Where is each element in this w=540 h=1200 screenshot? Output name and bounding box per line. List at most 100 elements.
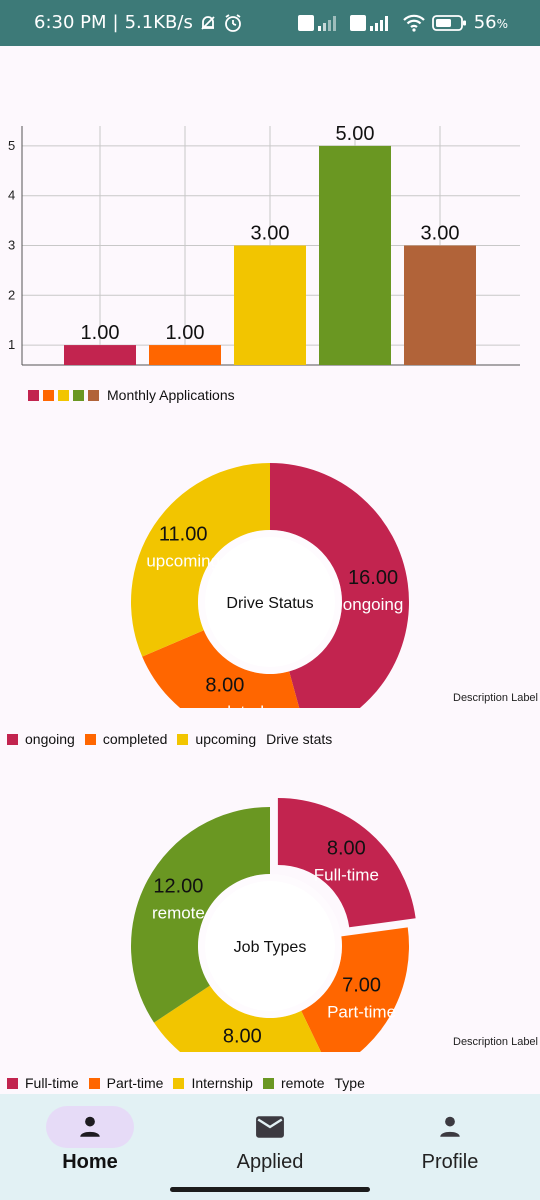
drive-legend-label: upcoming bbox=[195, 731, 257, 747]
wifi-icon bbox=[402, 14, 425, 32]
job-chart-description: Description Label bbox=[453, 1036, 538, 1048]
alarm-icon bbox=[224, 13, 241, 32]
bar-value-label: 3.00 bbox=[251, 223, 290, 245]
job-slice-internship[interactable] bbox=[153, 985, 330, 1052]
job-types-legend: Full-time Part-time Internship remote Type bbox=[7, 1075, 365, 1091]
job-types-donut-chart[interactable]: 8.00Full-time7.00Part-time8.00Internship… bbox=[0, 752, 540, 1052]
bar-value-label: 3.00 bbox=[421, 223, 460, 245]
job-value-label: 12.00 bbox=[153, 876, 203, 898]
bar-value-label: 5.00 bbox=[336, 123, 375, 145]
nav-profile-indicator[interactable] bbox=[406, 1106, 494, 1148]
job-slice-remote[interactable] bbox=[131, 807, 270, 1023]
bar-legend-swatch-2 bbox=[43, 389, 54, 401]
bell-off-icon bbox=[201, 15, 215, 30]
drive-status-donut-chart[interactable]: 16.00 ongoing 8.00 completed 11.00 upcoming Dr… bbox=[0, 408, 540, 708]
drive-legend-item: completed bbox=[84, 731, 168, 747]
job-hole bbox=[205, 881, 335, 1011]
job-center-label: Job Types bbox=[234, 939, 307, 956]
bar-legend-label: Monthly Applications bbox=[107, 387, 235, 403]
drive-slice-label: ongoing bbox=[343, 595, 404, 614]
drive-status-legend: ongoing completed upcoming Drive stats bbox=[7, 731, 332, 747]
job-legend-item: remote bbox=[262, 1075, 325, 1091]
job-slice-label: Full-time bbox=[314, 866, 379, 885]
job-legend-swatch bbox=[7, 1077, 18, 1089]
job-legend-item: Part-time bbox=[88, 1075, 164, 1091]
battery-unit: % bbox=[496, 17, 508, 31]
drive-slice-label: completed bbox=[186, 703, 264, 708]
job-slice-full-time[interactable] bbox=[277, 797, 416, 928]
nav-applied[interactable]: Applied bbox=[180, 1106, 360, 1174]
battery-percent: 56% bbox=[474, 12, 508, 33]
drive-legend-swatch bbox=[84, 733, 96, 745]
bar-4[interactable] bbox=[319, 145, 391, 365]
drive-slice-completed[interactable] bbox=[142, 630, 307, 708]
job-legend-title: Type bbox=[334, 1075, 365, 1091]
job-slice-label: Part-time bbox=[327, 1002, 396, 1021]
nav-applied-indicator[interactable] bbox=[226, 1106, 314, 1148]
bar-1[interactable] bbox=[64, 345, 136, 365]
bar-5[interactable] bbox=[404, 245, 476, 366]
nav-profile[interactable]: Profile bbox=[360, 1106, 540, 1174]
person-icon bbox=[80, 1116, 100, 1137]
battery-icon bbox=[431, 14, 466, 31]
job-legend-swatch bbox=[262, 1077, 274, 1089]
bar-legend-swatches bbox=[28, 389, 99, 401]
job-legend-label: Full-time bbox=[25, 1075, 79, 1091]
status-bar: 6:30 PM | 5.1KB/s bbox=[0, 0, 540, 46]
drive-value-label: 8.00 bbox=[205, 675, 244, 697]
drive-legend-item: ongoing bbox=[7, 731, 75, 747]
drive-legend-item: upcoming bbox=[177, 731, 256, 747]
nav-home-indicator[interactable] bbox=[46, 1106, 134, 1148]
drive-legend-label: completed bbox=[102, 731, 168, 747]
bar-legend-swatch-3 bbox=[58, 389, 69, 401]
y-tick-label: 5 bbox=[8, 138, 15, 153]
nav-applied-label[interactable]: Applied bbox=[236, 1151, 304, 1173]
job-value-label: 7.00 bbox=[342, 974, 381, 996]
drive-chart-description: Description Label bbox=[453, 692, 538, 704]
status-separator: | bbox=[112, 12, 119, 33]
job-slice-label: remote bbox=[152, 904, 205, 923]
job-legend-swatch bbox=[173, 1077, 185, 1089]
drive-legend-label: ongoing bbox=[25, 731, 75, 747]
job-legend-swatch bbox=[88, 1077, 100, 1089]
job-legend-label: remote bbox=[280, 1075, 325, 1091]
nav-home-label[interactable]: Home bbox=[62, 1151, 118, 1173]
drive-slice-label: upcoming bbox=[146, 552, 220, 571]
drive-legend-swatch bbox=[7, 733, 18, 745]
gesture-home-bar bbox=[170, 1187, 370, 1192]
volte-signal-icon bbox=[297, 14, 336, 31]
bar-legend-swatch-4 bbox=[73, 389, 84, 401]
drive-center-label: Drive Status bbox=[226, 595, 313, 612]
bar-value-label: 1.00 bbox=[81, 322, 120, 344]
status-left: 6:30 PM | 5.1KB/s bbox=[34, 12, 243, 33]
bar-chart-legend: Monthly Applications bbox=[28, 387, 235, 403]
y-tick-label: 4 bbox=[8, 188, 15, 203]
y-tick-label: 3 bbox=[8, 238, 15, 253]
job-slice-part-time[interactable] bbox=[301, 927, 409, 1052]
status-speed: 5.1KB/s bbox=[124, 12, 193, 33]
person-icon bbox=[440, 1116, 460, 1137]
drive-value-label: 11.00 bbox=[159, 524, 208, 546]
y-tick-label: 1 bbox=[8, 337, 15, 352]
drive-hole bbox=[205, 537, 335, 667]
bar-legend-swatch-5 bbox=[88, 389, 99, 401]
job-legend-label: Internship bbox=[191, 1075, 253, 1091]
drive-slice-ongoing[interactable] bbox=[270, 463, 409, 708]
drive-value-label: 16.00 bbox=[348, 567, 398, 589]
nav-home[interactable]: Home bbox=[0, 1106, 180, 1174]
job-value-label: 8.00 bbox=[223, 1025, 262, 1047]
job-legend-item: Internship bbox=[173, 1075, 253, 1091]
bar-2[interactable] bbox=[149, 345, 221, 365]
job-legend-label: Part-time bbox=[106, 1075, 164, 1091]
bottom-navigation: Home Applied Profile bbox=[0, 1094, 540, 1200]
mail-icon bbox=[256, 1116, 284, 1138]
bar-3[interactable] bbox=[234, 245, 306, 366]
nav-profile-label[interactable]: Profile bbox=[421, 1151, 479, 1173]
bar-value-label: 1.00 bbox=[166, 322, 205, 344]
drive-slice-upcoming[interactable] bbox=[131, 463, 270, 657]
job-legend-item: Full-time bbox=[7, 1075, 79, 1091]
volte-signal-2-icon bbox=[349, 14, 388, 31]
job-value-label: 8.00 bbox=[327, 838, 366, 860]
